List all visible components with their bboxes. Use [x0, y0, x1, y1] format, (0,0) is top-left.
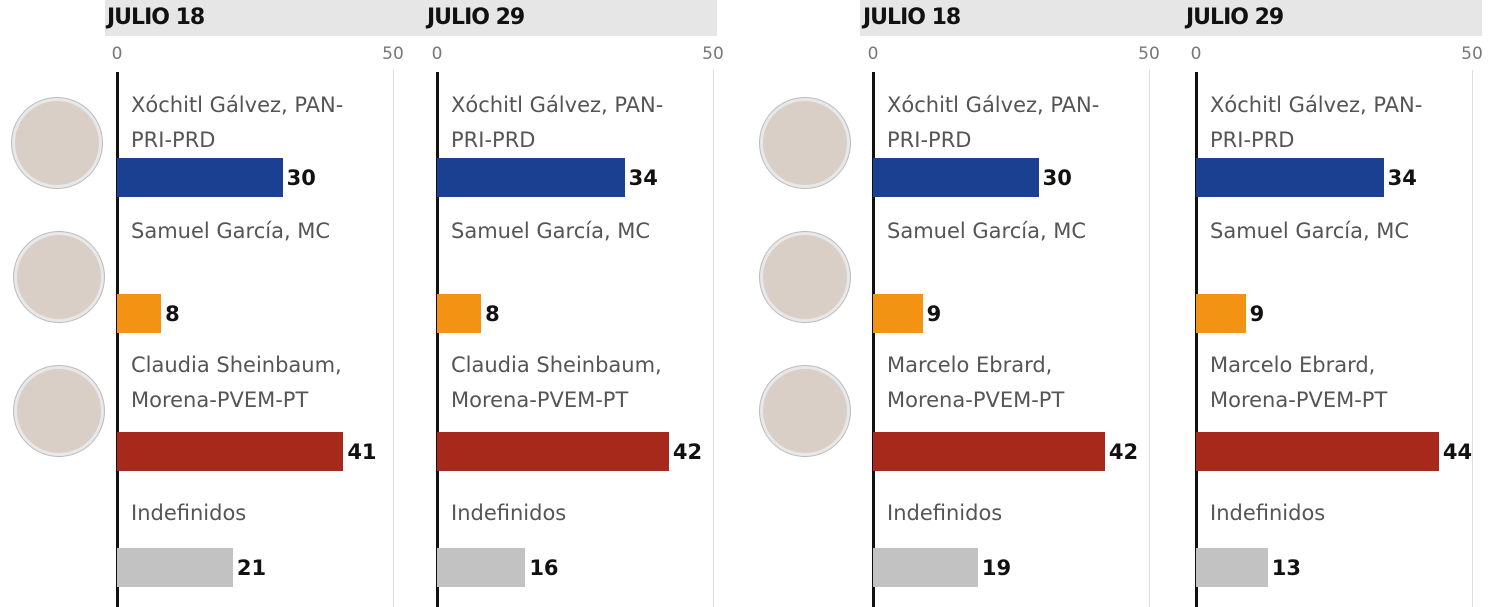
value-label: 44: [1442, 440, 1473, 464]
bar: [437, 294, 482, 333]
value-label: 21: [236, 556, 267, 580]
category-label: Indefinidos: [887, 501, 1003, 525]
value-label: 8: [165, 302, 180, 326]
value-label: 13: [1271, 556, 1301, 580]
value-label: 34: [628, 166, 658, 190]
category-label: Indefinidos: [131, 501, 247, 525]
category-label: Xóchitl Gálvez, PAN-PRI-PRD: [887, 93, 1100, 152]
bar: [873, 158, 1039, 197]
category-label: Marcelo Ebrard, Morena-PVEM-PT: [887, 353, 1065, 412]
panel-title: JULIO 18: [107, 5, 205, 30]
bar: [873, 294, 923, 333]
bar: [1196, 548, 1268, 587]
category-label: Samuel García, MC: [451, 219, 651, 243]
value-label: 41: [347, 440, 377, 464]
value-label: 19: [981, 556, 1012, 580]
bar: [1196, 294, 1246, 333]
axis-line: [436, 72, 439, 607]
bar: [117, 432, 344, 471]
x-tick-label: 0: [1190, 44, 1202, 64]
bar: [873, 432, 1105, 471]
x-tick-label: 50: [702, 44, 724, 64]
category-label: Xóchitl Gálvez, PAN-PRI-PRD: [131, 93, 344, 152]
panel-title: JULIO 29: [427, 5, 525, 30]
value-label: 42: [1108, 440, 1139, 464]
category-label: Xóchitl Gálvez, PAN-PRI-PRD: [1210, 93, 1423, 152]
x-tick-label: 50: [382, 44, 404, 64]
candidate-photo: [760, 366, 850, 456]
bar: [437, 432, 669, 471]
value-label: 34: [1387, 166, 1417, 190]
bar: [1196, 432, 1439, 471]
category-label: Xóchitl Gálvez, PAN-PRI-PRD: [451, 93, 664, 152]
grid-line: [393, 70, 394, 607]
category-label: Claudia Sheinbaum, Morena-PVEM-PT: [131, 353, 342, 412]
axis-line: [1195, 72, 1198, 607]
value-label: 30: [1042, 166, 1072, 190]
x-tick-label: 50: [1461, 44, 1483, 64]
header-band: [860, 0, 1482, 36]
bar: [873, 548, 978, 587]
axis-line: [872, 72, 875, 607]
bar: [117, 548, 233, 587]
category-label: Samuel García, MC: [1210, 219, 1410, 243]
panel-title: JULIO 29: [1186, 5, 1284, 30]
x-tick-label: 0: [867, 44, 879, 64]
grid-line: [713, 70, 714, 607]
category-label: Claudia Sheinbaum, Morena-PVEM-PT: [451, 353, 662, 412]
category-label: Indefinidos: [1210, 501, 1326, 525]
category-label: Samuel García, MC: [131, 219, 331, 243]
category-label: Indefinidos: [451, 501, 567, 525]
candidate-photo: [14, 366, 104, 456]
value-label: 16: [529, 556, 559, 580]
value-label: 8: [485, 302, 500, 326]
bar: [437, 548, 526, 587]
value-label: 30: [286, 166, 316, 190]
x-tick-label: 0: [431, 44, 443, 64]
grid-line: [1149, 70, 1150, 607]
x-tick-label: 50: [1138, 44, 1160, 64]
category-label: Marcelo Ebrard, Morena-PVEM-PT: [1210, 353, 1388, 412]
bar: [437, 158, 625, 197]
bar: [117, 294, 162, 333]
bar: [117, 158, 283, 197]
grid-line: [1472, 70, 1473, 607]
x-tick-label: 0: [111, 44, 123, 64]
candidate-photo: [760, 98, 850, 188]
bar: [1196, 158, 1384, 197]
value-label: 9: [926, 302, 942, 326]
candidate-photo: [760, 232, 850, 322]
axis-line: [116, 72, 119, 607]
candidate-photo: [14, 232, 104, 322]
value-label: 42: [672, 440, 703, 464]
header-band: [105, 0, 717, 36]
candidate-photo: [12, 98, 102, 188]
panel-title: JULIO 18: [863, 5, 961, 30]
value-label: 9: [1249, 302, 1265, 326]
category-label: Samuel García, MC: [887, 219, 1087, 243]
